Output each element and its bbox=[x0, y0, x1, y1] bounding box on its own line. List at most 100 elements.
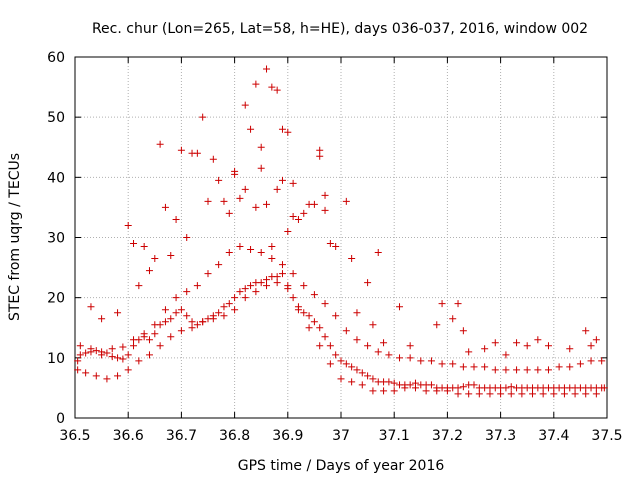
data-point bbox=[481, 345, 489, 353]
data-point bbox=[263, 200, 271, 208]
data-point bbox=[124, 351, 132, 359]
data-point bbox=[220, 303, 228, 311]
data-point bbox=[332, 243, 340, 251]
data-point bbox=[114, 354, 122, 362]
data-point bbox=[92, 372, 100, 380]
data-point bbox=[326, 360, 334, 368]
data-point bbox=[284, 128, 292, 136]
y-tick-label: 20 bbox=[47, 291, 65, 307]
data-point bbox=[390, 379, 398, 387]
data-point bbox=[396, 354, 404, 362]
data-point bbox=[247, 125, 255, 133]
data-point bbox=[209, 155, 217, 163]
data-point bbox=[151, 321, 159, 329]
data-point bbox=[300, 282, 308, 290]
data-point bbox=[241, 285, 249, 293]
data-point bbox=[273, 279, 281, 287]
data-point bbox=[284, 227, 292, 235]
data-point bbox=[257, 143, 265, 151]
data-point bbox=[74, 357, 82, 365]
data-point bbox=[507, 390, 515, 398]
data-point bbox=[523, 342, 531, 350]
y-tick-label: 60 bbox=[47, 50, 65, 66]
data-point bbox=[465, 390, 473, 398]
data-point bbox=[369, 375, 377, 383]
x-tick-label: 36.9 bbox=[272, 428, 303, 444]
data-point bbox=[316, 324, 324, 332]
data-point bbox=[225, 209, 233, 217]
data-point bbox=[353, 336, 361, 344]
data-point bbox=[353, 309, 361, 317]
data-point bbox=[76, 351, 84, 359]
data-point bbox=[497, 390, 505, 398]
data-point bbox=[316, 146, 324, 154]
data-point bbox=[167, 315, 175, 323]
data-point bbox=[353, 366, 361, 374]
data-point bbox=[342, 327, 350, 335]
data-point bbox=[247, 246, 255, 254]
data-point bbox=[342, 360, 350, 368]
x-axis-label: GPS time / Days of year 2016 bbox=[238, 458, 445, 474]
data-point bbox=[449, 315, 457, 323]
data-point bbox=[342, 197, 350, 205]
x-tick-label: 36.8 bbox=[219, 428, 250, 444]
data-point bbox=[273, 185, 281, 193]
data-point bbox=[507, 383, 515, 391]
data-point bbox=[465, 348, 473, 356]
data-point bbox=[364, 342, 372, 350]
data-point bbox=[241, 101, 249, 109]
data-point bbox=[145, 267, 153, 275]
data-point bbox=[114, 309, 122, 317]
data-point bbox=[364, 279, 372, 287]
data-point bbox=[135, 357, 143, 365]
data-point bbox=[316, 152, 324, 160]
data-point bbox=[119, 355, 127, 363]
data-point bbox=[305, 324, 313, 332]
data-point bbox=[321, 300, 329, 308]
data-point bbox=[183, 234, 191, 241]
data-point bbox=[380, 339, 388, 347]
grid-lines bbox=[75, 57, 607, 418]
data-point bbox=[491, 339, 499, 347]
x-tick-label: 36.7 bbox=[166, 428, 197, 444]
data-point bbox=[513, 366, 521, 374]
data-point bbox=[326, 240, 334, 248]
data-point bbox=[82, 369, 90, 377]
data-point bbox=[310, 318, 318, 326]
data-point bbox=[427, 381, 435, 389]
x-tick-label: 37.1 bbox=[379, 428, 410, 444]
y-tick-label: 40 bbox=[47, 170, 65, 186]
data-point bbox=[263, 282, 271, 290]
data-point bbox=[193, 321, 201, 329]
y-tick-label: 30 bbox=[47, 231, 65, 247]
data-point bbox=[199, 318, 207, 326]
data-point bbox=[215, 309, 223, 317]
data-point bbox=[369, 321, 377, 329]
data-point bbox=[294, 306, 302, 314]
data-point bbox=[74, 366, 82, 374]
data-point bbox=[427, 357, 435, 365]
data-point bbox=[220, 197, 228, 205]
data-point bbox=[124, 366, 132, 374]
data-point bbox=[598, 357, 606, 365]
data-point bbox=[289, 179, 297, 187]
data-point bbox=[135, 282, 143, 290]
data-point bbox=[183, 312, 191, 320]
data-point bbox=[433, 321, 441, 329]
data-point bbox=[513, 339, 521, 347]
data-point bbox=[140, 243, 148, 251]
data-point bbox=[544, 366, 552, 374]
data-point bbox=[87, 345, 95, 353]
data-point bbox=[321, 191, 329, 199]
data-point bbox=[560, 390, 568, 398]
x-tick-label: 37.5 bbox=[591, 428, 622, 444]
data-point bbox=[571, 390, 579, 398]
data-point bbox=[172, 294, 180, 302]
data-point bbox=[273, 273, 281, 281]
data-point bbox=[470, 381, 478, 389]
data-point bbox=[87, 303, 95, 311]
data-point bbox=[76, 342, 84, 350]
data-point bbox=[204, 197, 212, 205]
x-tick-label: 37.3 bbox=[485, 428, 516, 444]
x-tick-label: 37.4 bbox=[538, 428, 569, 444]
